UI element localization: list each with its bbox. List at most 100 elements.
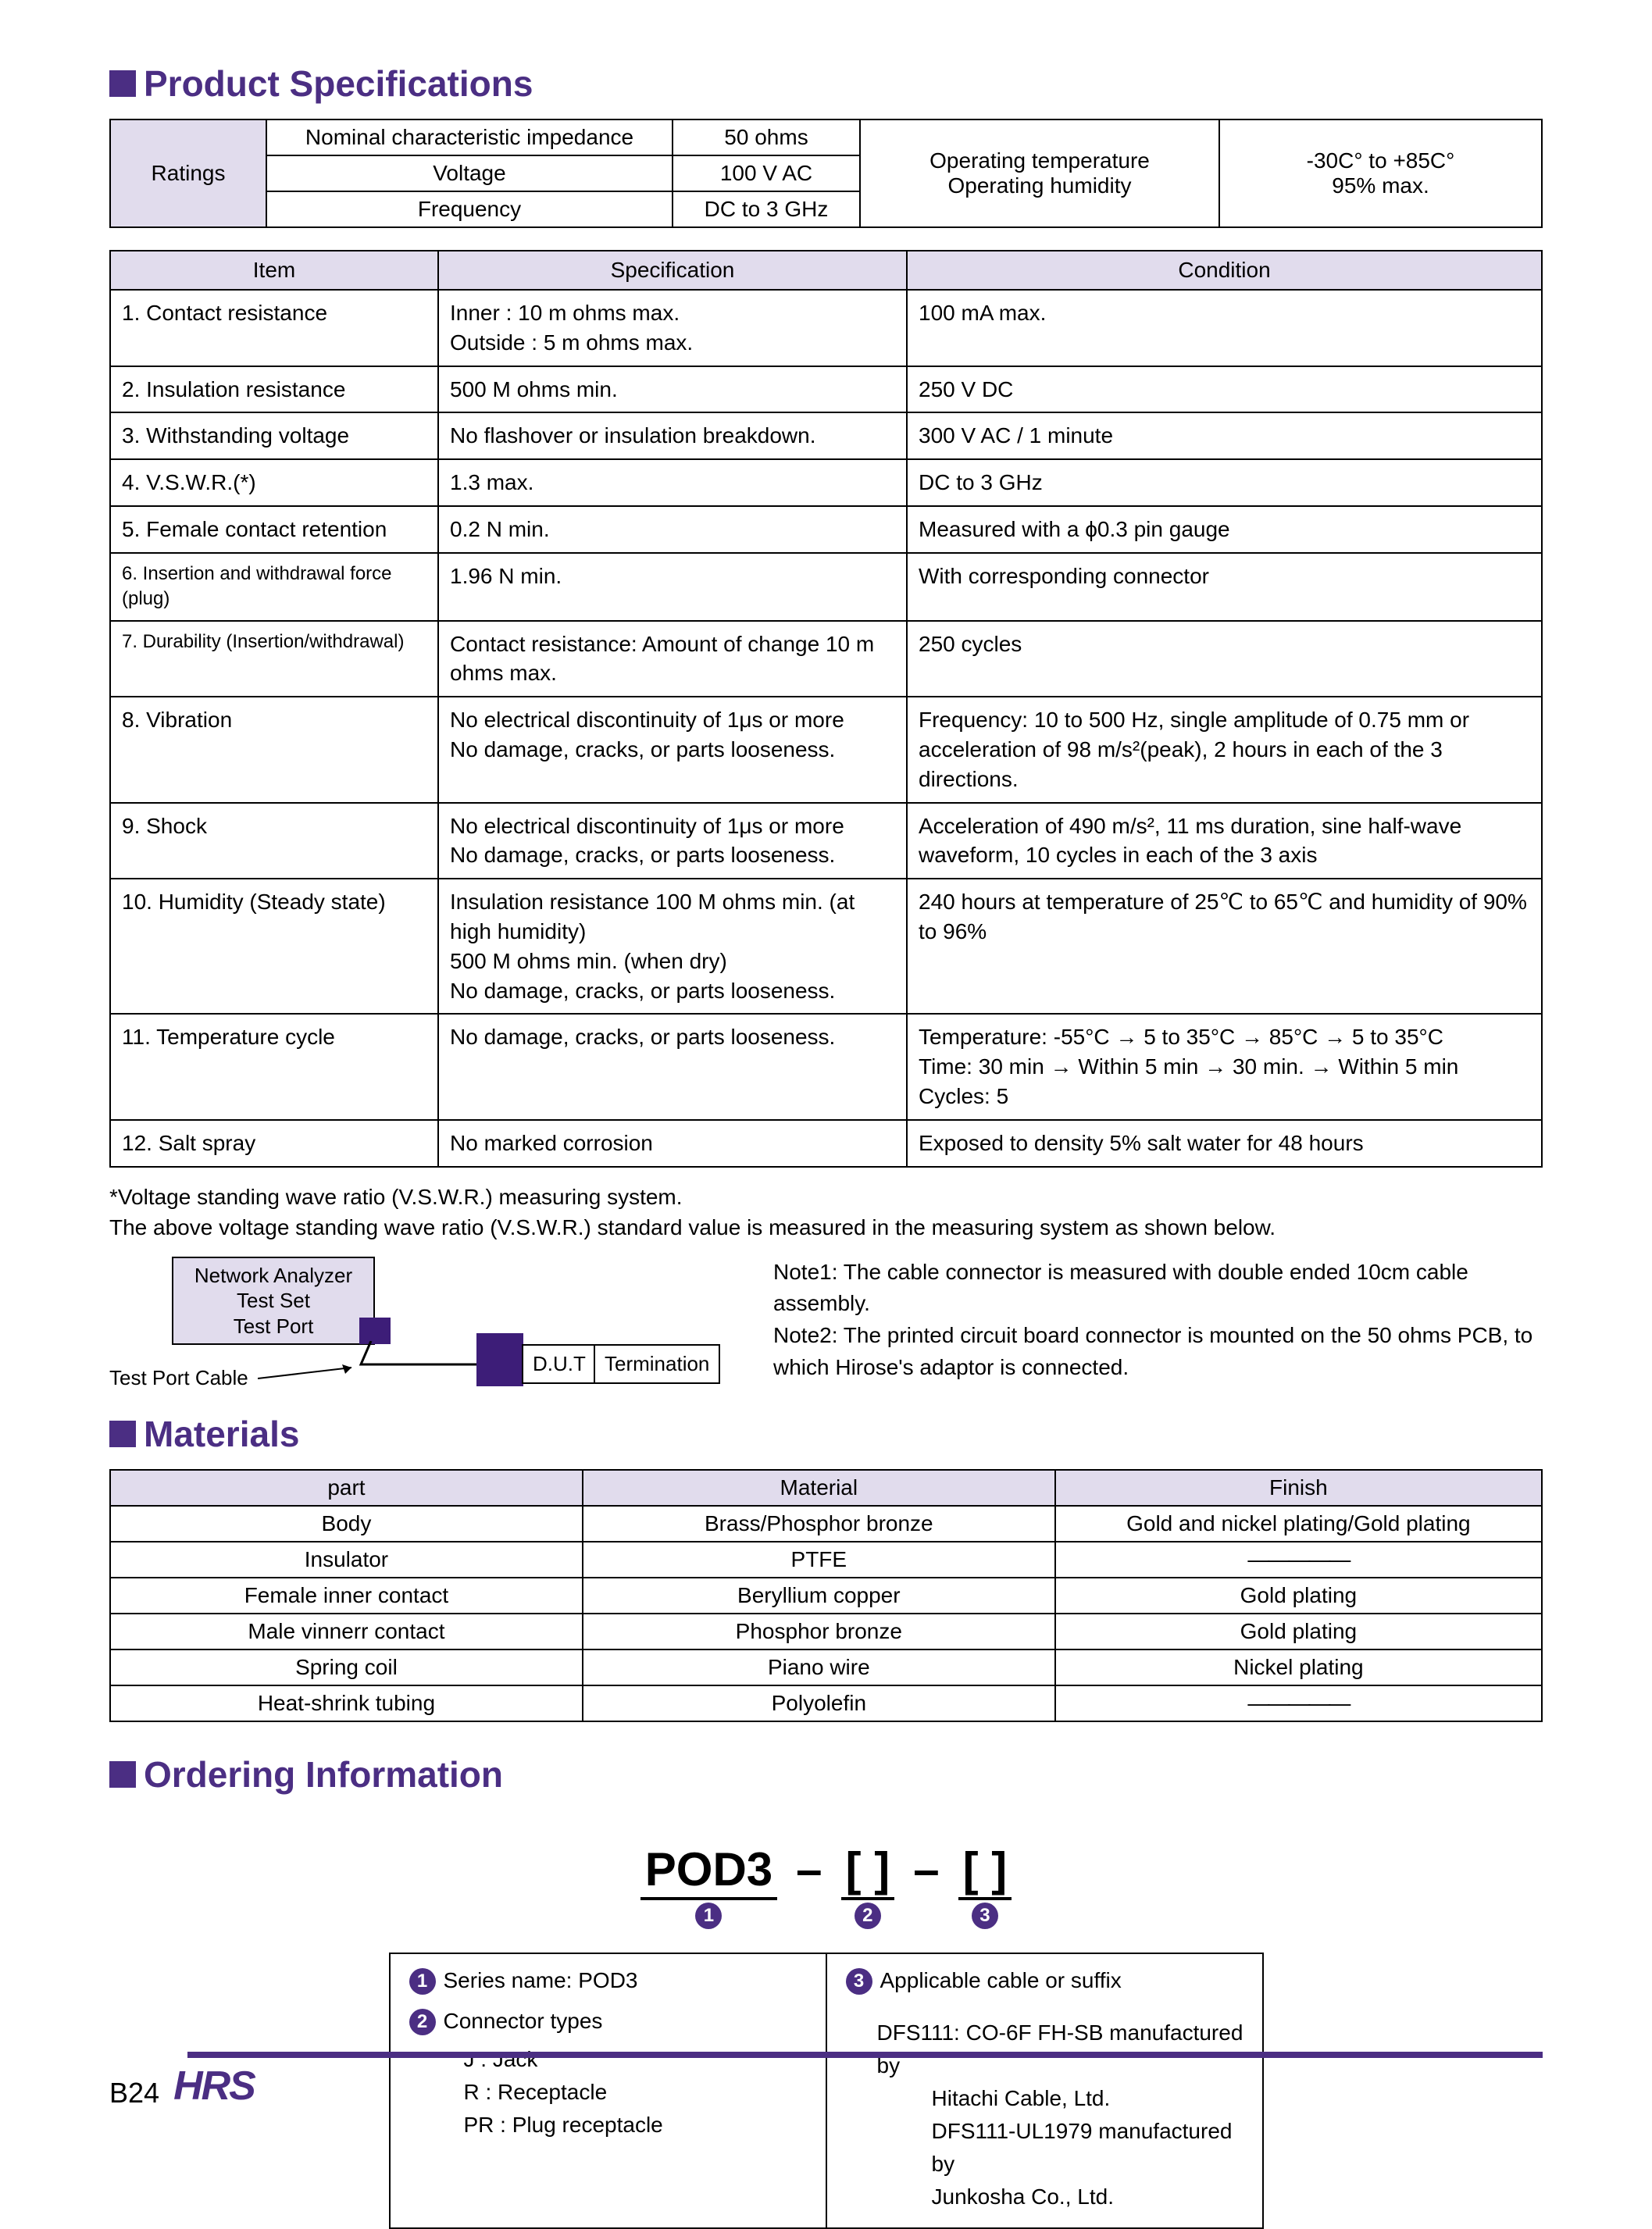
diagram-dut-block xyxy=(476,1333,523,1386)
spec-spec: Inner : 10 m ohms max. Outside : 5 m ohm… xyxy=(438,290,907,366)
mat-material: PTFE xyxy=(583,1542,1055,1578)
oc-num-1: 1 xyxy=(695,1903,722,1929)
heading-product-spec: Product Specifications xyxy=(109,62,1543,105)
note-2: Note2: The printed circuit board connect… xyxy=(773,1320,1543,1383)
table-row: 6. Insertion and withdrawal force (plug)… xyxy=(110,553,1542,621)
ord-right-l1: Applicable cable or suffix xyxy=(880,1968,1122,1993)
ratings-env-label: Operating temperature Operating humidity xyxy=(860,119,1219,227)
spec-th-cond: Condition xyxy=(907,251,1542,290)
spec-item: 5. Female contact retention xyxy=(110,506,438,553)
spec-item: 11. Temperature cycle xyxy=(110,1014,438,1119)
oc-num-inline-2: 2 xyxy=(409,2009,436,2035)
ord-left-row-2: PR : Plug receptacle xyxy=(409,2109,807,2142)
diagram-port-icon xyxy=(359,1318,391,1344)
table-row: 3. Withstanding voltageNo flashover or i… xyxy=(110,412,1542,459)
square-bullet-icon xyxy=(109,1761,136,1788)
heading-text: Materials xyxy=(144,1413,299,1455)
mat-part: Spring coil xyxy=(110,1649,583,1685)
table-row: BodyBrass/Phosphor bronzeGold and nickel… xyxy=(110,1506,1542,1542)
mat-material: Polyolefin xyxy=(583,1685,1055,1721)
hrs-logo: HRS xyxy=(173,2063,255,2110)
square-bullet-icon xyxy=(109,1421,136,1447)
spec-table: Item Specification Condition 1. Contact … xyxy=(109,250,1543,1168)
heading-ordering: Ordering Information xyxy=(109,1753,1543,1796)
table-row: 7. Durability (Insertion/withdrawal)Cont… xyxy=(110,621,1542,697)
vswr-diagram: Network Analyzer Test Set Test Port D.U.… xyxy=(109,1257,726,1397)
table-row: 5. Female contact retention0.2 N min.Mea… xyxy=(110,506,1542,553)
spec-spec: No flashover or insulation breakdown. xyxy=(438,412,907,459)
note-1: Note1: The cable connector is measured w… xyxy=(773,1257,1543,1320)
oc-num-3: 3 xyxy=(972,1903,998,1929)
ratings-label-0: Nominal characteristic impedance xyxy=(266,119,673,155)
spec-item: 12. Salt spray xyxy=(110,1120,438,1167)
footer-rule xyxy=(187,2052,1543,2058)
spec-item: 10. Humidity (Steady state) xyxy=(110,879,438,1014)
diagram-term-label: Termination xyxy=(594,1344,720,1384)
ratings-table: Ratings Nominal characteristic impedance… xyxy=(109,119,1543,228)
heading-materials: Materials xyxy=(109,1413,1543,1455)
oc-dash-1: – xyxy=(796,1842,822,1896)
oc-num-2: 2 xyxy=(855,1903,881,1929)
footnote-2: The above voltage standing wave ratio (V… xyxy=(109,1212,1543,1243)
spec-cond: With corresponding connector xyxy=(907,553,1542,621)
ratings-rowhead: Ratings xyxy=(110,119,266,227)
spec-item: 1. Contact resistance xyxy=(110,290,438,366)
spec-item: 4. V.S.W.R.(*) xyxy=(110,459,438,506)
table-row: InsulatorPTFE————— xyxy=(110,1542,1542,1578)
table-row: 11. Temperature cycleNo damage, cracks, … xyxy=(110,1014,1542,1119)
heading-text: Ordering Information xyxy=(144,1753,503,1796)
spec-cond: 240 hours at temperature of 25℃ to 65℃ a… xyxy=(907,879,1542,1014)
mat-part: Insulator xyxy=(110,1542,583,1578)
mat-material: Brass/Phosphor bronze xyxy=(583,1506,1055,1542)
ratings-env-value: -30C° to +85C° 95% max. xyxy=(1219,119,1542,227)
materials-table: part Material Finish BodyBrass/Phosphor … xyxy=(109,1469,1543,1722)
diagram-dut-label: D.U.T xyxy=(522,1344,597,1384)
spec-cond: 100 mA max. xyxy=(907,290,1542,366)
mat-finish: Gold plating xyxy=(1055,1578,1542,1614)
table-row: Male vinnerr contactPhosphor bronzeGold … xyxy=(110,1614,1542,1649)
ord-right-row-3: Junkosha Co., Ltd. xyxy=(846,2181,1243,2213)
heading-text: Product Specifications xyxy=(144,62,533,105)
spec-spec: No electrical discontinuity of 1μs or mo… xyxy=(438,803,907,879)
mat-part: Female inner contact xyxy=(110,1578,583,1614)
mat-finish: ————— xyxy=(1055,1685,1542,1721)
spec-item: 8. Vibration xyxy=(110,697,438,802)
mat-part: Male vinnerr contact xyxy=(110,1614,583,1649)
spec-spec: Insulation resistance 100 M ohms min. (a… xyxy=(438,879,907,1014)
table-row: 4. V.S.W.R.(*)1.3 max.DC to 3 GHz xyxy=(110,459,1542,506)
ord-right-row-2: DFS111-UL1979 manufactured by xyxy=(846,2115,1243,2181)
mat-material: Beryllium copper xyxy=(583,1578,1055,1614)
footnote-1: *Voltage standing wave ratio (V.S.W.R.) … xyxy=(109,1182,1543,1212)
mat-finish: ————— xyxy=(1055,1542,1542,1578)
square-bullet-icon xyxy=(109,70,136,97)
ord-left-l2: Connector types xyxy=(444,2009,603,2034)
table-row: 1. Contact resistanceInner : 10 m ohms m… xyxy=(110,290,1542,366)
mat-th-material: Material xyxy=(583,1470,1055,1506)
diagram-cable-label: Test Port Cable xyxy=(109,1366,248,1390)
spec-spec: No electrical discontinuity of 1μs or mo… xyxy=(438,697,907,802)
spec-cond: 250 cycles xyxy=(907,621,1542,697)
spec-cond: DC to 3 GHz xyxy=(907,459,1542,506)
page-footer: B24 HRS xyxy=(0,2052,1652,2110)
spec-item: 7. Durability (Insertion/withdrawal) xyxy=(110,621,438,697)
ratings-value-0: 50 ohms xyxy=(673,119,860,155)
diagram-notes: Note1: The cable connector is measured w… xyxy=(773,1257,1543,1383)
spec-th-item: Item xyxy=(110,251,438,290)
spec-cond: Frequency: 10 to 500 Hz, single amplitud… xyxy=(907,697,1542,802)
oc-bracket-3: [ ] xyxy=(958,1843,1012,1900)
spec-cond: 250 V DC xyxy=(907,366,1542,413)
spec-spec: 0.2 N min. xyxy=(438,506,907,553)
table-row: 10. Humidity (Steady state)Insulation re… xyxy=(110,879,1542,1014)
table-row: Female inner contactBeryllium copperGold… xyxy=(110,1578,1542,1614)
spec-spec: 1.3 max. xyxy=(438,459,907,506)
oc-num-inline-1: 1 xyxy=(409,1968,436,1995)
mat-th-part: part xyxy=(110,1470,583,1506)
spec-spec: Contact resistance: Amount of change 10 … xyxy=(438,621,907,697)
ratings-label-1: Voltage xyxy=(266,155,673,191)
mat-part: Heat-shrink tubing xyxy=(110,1685,583,1721)
mat-finish: Gold plating xyxy=(1055,1614,1542,1649)
spec-cond: 300 V AC / 1 minute xyxy=(907,412,1542,459)
oc-num-inline-3: 3 xyxy=(846,1968,872,1995)
mat-finish: Nickel plating xyxy=(1055,1649,1542,1685)
spec-cond: Measured with a ϕ0.3 pin gauge xyxy=(907,506,1542,553)
